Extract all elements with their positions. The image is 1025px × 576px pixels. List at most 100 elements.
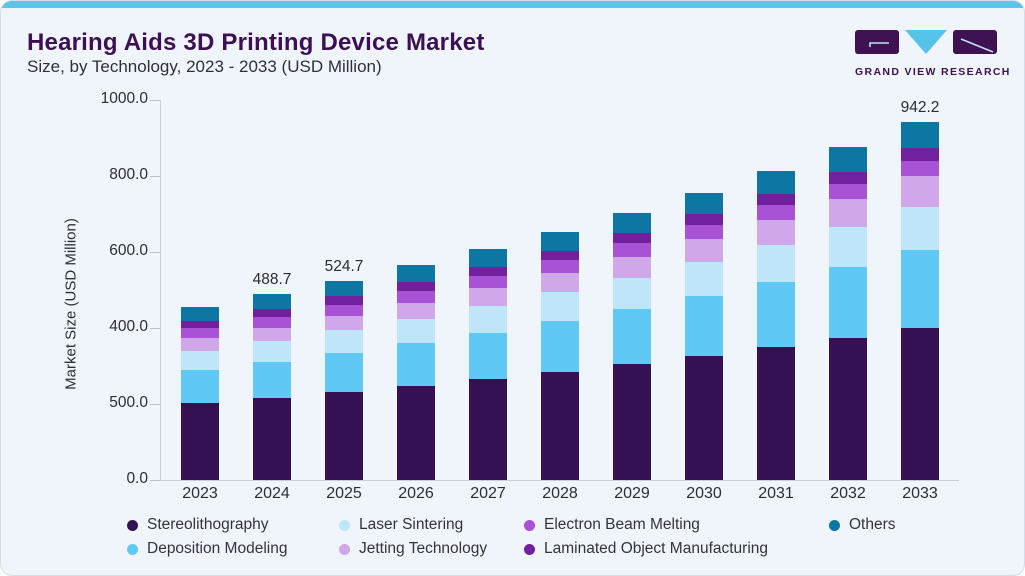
bar-segment-laser-sintering <box>469 306 507 333</box>
x-tick-label-2033: 2033 <box>902 485 938 502</box>
x-tick-label-2026: 2026 <box>398 485 434 502</box>
bar-segment-laminated-object-manufacturing <box>397 282 435 291</box>
x-tick-label-2032: 2032 <box>830 485 866 502</box>
legend-item-stereolithography: Stereolithography <box>127 515 269 535</box>
bar-segment-laminated-object-manufacturing <box>757 193 795 205</box>
legend-item-laser-sintering: Laser Sintering <box>339 515 463 535</box>
bar-segment-stereolithography <box>397 385 435 480</box>
bar-segment-deposition-modeling <box>325 353 363 393</box>
bar-segment-jetting-technology <box>613 256 651 278</box>
bar-segment-laminated-object-manufacturing <box>901 148 939 161</box>
bar-segment-laminated-object-manufacturing <box>469 267 507 277</box>
bar-segment-laser-sintering <box>613 277 651 310</box>
bar-segment-deposition-modeling <box>829 266 867 338</box>
page-title: Hearing Aids 3D Printing Device Market <box>27 29 485 56</box>
bar-segment-deposition-modeling <box>541 321 579 372</box>
bar-segment-electron-beam-melting <box>253 316 291 328</box>
bar-segment-jetting-technology <box>901 176 939 208</box>
y-axis-line <box>160 100 161 480</box>
y-tick-label: 600.0 <box>109 242 148 259</box>
y-tick-mark <box>150 328 160 329</box>
legend-label-laminated-object-manufacturing: Laminated Object Manufacturing <box>544 540 769 557</box>
bar-segment-laser-sintering <box>397 318 435 344</box>
bar-segment-electron-beam-melting <box>181 328 219 339</box>
y-tick-mark <box>150 404 160 405</box>
brand-logo-icon <box>855 30 997 54</box>
bar-segment-electron-beam-melting <box>325 304 363 316</box>
bar-2027 <box>469 249 507 480</box>
bar-segment-jetting-technology <box>757 219 795 246</box>
bar-segment-jetting-technology <box>181 338 219 351</box>
bar-segment-electron-beam-melting <box>541 260 579 274</box>
x-tick-label-2024: 2024 <box>254 485 290 502</box>
x-tick-label-2023: 2023 <box>182 485 218 502</box>
bar-segment-stereolithography <box>757 347 795 480</box>
bar-segment-stereolithography <box>325 392 363 480</box>
bar-segment-stereolithography <box>469 379 507 480</box>
legend-swatch-stereolithography <box>127 519 138 531</box>
legend-swatch-others <box>829 519 840 531</box>
bar-segment-stereolithography <box>181 402 219 480</box>
bar-segment-laminated-object-manufacturing <box>325 296 363 305</box>
bar-segment-others <box>757 170 795 194</box>
bar-segment-jetting-technology <box>253 327 291 341</box>
legend-label-laser-sintering: Laser Sintering <box>359 516 464 533</box>
bar-segment-laminated-object-manufacturing <box>181 320 219 329</box>
y-tick-mark <box>150 480 160 481</box>
bar-segment-others <box>181 306 219 321</box>
legend-label-others: Others <box>849 516 896 533</box>
y-tick-label: 800.0 <box>109 166 148 183</box>
bar-segment-laser-sintering <box>685 262 723 296</box>
bar-segment-jetting-technology <box>829 198 867 227</box>
legend-item-electron-beam-melting: Electron Beam Melting <box>524 515 700 535</box>
bar-segment-deposition-modeling <box>469 332 507 380</box>
bar-value-label-2025: 524.7 <box>324 257 364 275</box>
bar-segment-laminated-object-manufacturing <box>541 250 579 261</box>
bar-segment-laminated-object-manufacturing <box>829 171 867 184</box>
bar-segment-deposition-modeling <box>181 370 219 403</box>
bar-segment-stereolithography <box>253 397 291 480</box>
bar-value-label-2024: 488.7 <box>252 271 292 289</box>
legend-label-stereolithography: Stereolithography <box>147 516 269 533</box>
x-tick-label-2025: 2025 <box>326 485 362 502</box>
bar-2029 <box>613 212 651 480</box>
legend-item-others: Others <box>829 515 896 535</box>
bar-segment-electron-beam-melting <box>397 290 435 303</box>
bar-segment-deposition-modeling <box>253 361 291 398</box>
bar-2023 <box>181 306 219 480</box>
legend-item-deposition-modeling: Deposition Modeling <box>127 539 287 559</box>
legend-swatch-jetting-technology <box>339 543 350 555</box>
bar-segment-laminated-object-manufacturing <box>685 214 723 225</box>
brand-logo-text: GRAND VIEW RESEARCH <box>855 66 1011 78</box>
bar-segment-deposition-modeling <box>613 309 651 365</box>
bar-segment-others <box>613 212 651 234</box>
legend-swatch-electron-beam-melting <box>524 519 535 531</box>
bar-segment-deposition-modeling <box>757 281 795 348</box>
bar-segment-others <box>325 280 363 297</box>
bar-2033 <box>901 121 939 480</box>
bar-segment-others <box>685 192 723 215</box>
accent-bar <box>1 1 1024 8</box>
x-axis-line <box>160 480 959 481</box>
bar-2032 <box>829 147 867 480</box>
legend-swatch-laminated-object-manufacturing <box>524 543 535 555</box>
bar-segment-laser-sintering <box>541 292 579 322</box>
brand-logo: GRAND VIEW RESEARCH <box>855 30 1011 78</box>
bar-segment-others <box>397 265 435 283</box>
bar-segment-laser-sintering <box>253 340 291 362</box>
legend-label-deposition-modeling: Deposition Modeling <box>147 540 288 557</box>
bar-segment-others <box>469 249 507 267</box>
page-subtitle: Size, by Technology, 2023 - 2033 (USD Mi… <box>27 57 382 76</box>
bar-segment-electron-beam-melting <box>685 224 723 239</box>
bar-2024 <box>253 294 291 480</box>
bar-2028 <box>541 231 579 480</box>
bar-segment-jetting-technology <box>325 315 363 331</box>
bar-segment-others <box>253 294 291 310</box>
x-tick-label-2027: 2027 <box>470 485 506 502</box>
legend-item-laminated-object-manufacturing: Laminated Object Manufacturing <box>524 539 768 559</box>
bar-segment-laser-sintering <box>829 226 867 267</box>
bar-segment-jetting-technology <box>685 238 723 263</box>
bar-segment-electron-beam-melting <box>469 276 507 289</box>
y-tick-label: 1000.0 <box>100 90 148 107</box>
